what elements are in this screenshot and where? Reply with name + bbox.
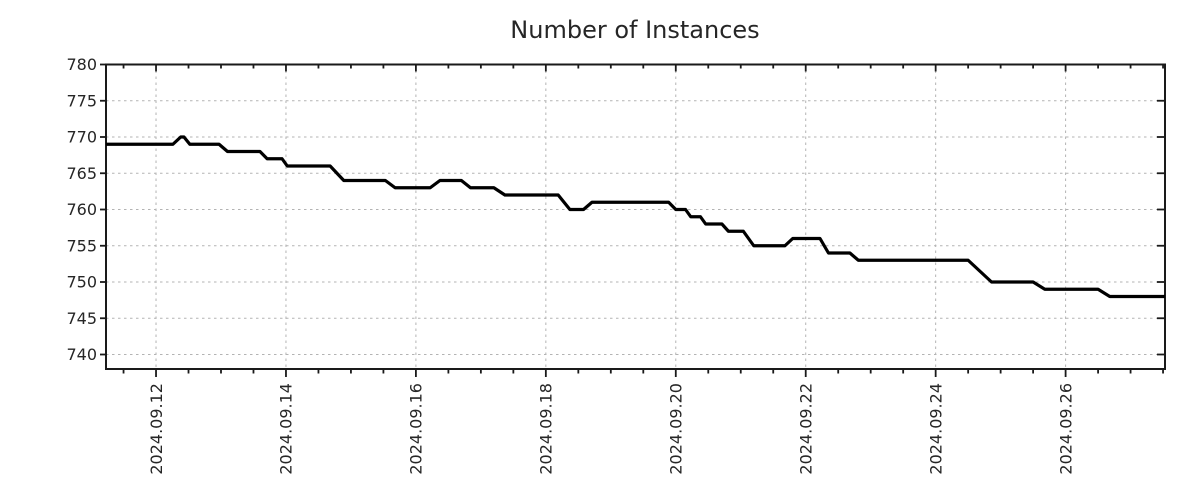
x-tick-label: 2024.09.20 xyxy=(667,383,686,475)
x-tick-label: 2024.09.22 xyxy=(796,383,815,475)
x-tick-label: 2024.09.26 xyxy=(1056,383,1075,475)
y-tick-label: 750 xyxy=(66,273,97,292)
plot-border xyxy=(105,63,1166,370)
y-tick-label: 745 xyxy=(66,309,97,328)
x-tick-label: 2024.09.14 xyxy=(277,383,296,475)
data-line-instances xyxy=(106,135,1165,299)
y-tick-label: 760 xyxy=(66,200,97,219)
x-tick-label: 2024.09.24 xyxy=(926,383,945,475)
y-tick-label: 740 xyxy=(66,345,97,364)
x-tick-label: 2024.09.16 xyxy=(407,383,426,475)
y-tick-label: 780 xyxy=(66,55,97,74)
y-tick-label: 765 xyxy=(66,164,97,183)
y-tick-label: 755 xyxy=(66,236,97,255)
y-tick-label: 775 xyxy=(66,91,97,110)
x-tick-label: 2024.09.12 xyxy=(147,383,166,475)
y-tick-label: 770 xyxy=(66,128,97,147)
chart-title: Number of Instances xyxy=(510,16,759,44)
x-tick-label: 2024.09.18 xyxy=(537,383,556,475)
